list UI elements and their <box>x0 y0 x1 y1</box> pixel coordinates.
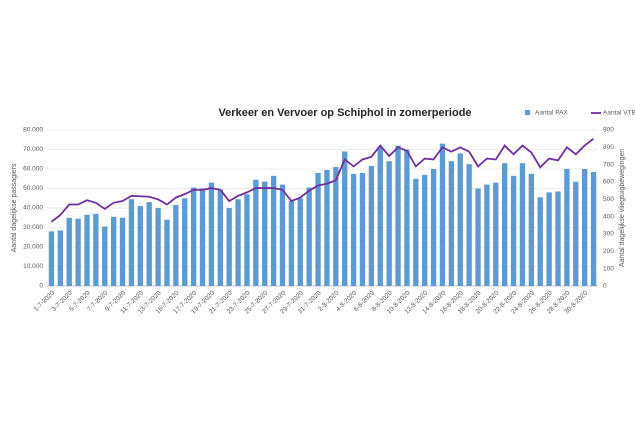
bar <box>173 205 179 286</box>
bar <box>439 143 446 286</box>
bar <box>306 187 312 286</box>
bar <box>413 178 419 286</box>
legend-label: Aantal VTB <box>603 110 635 117</box>
bar <box>359 172 366 286</box>
bar <box>502 163 508 286</box>
bar <box>395 145 401 286</box>
line <box>50 137 595 223</box>
y2-tick-label: 700 <box>603 161 614 168</box>
bar <box>137 206 143 286</box>
bar <box>422 174 428 286</box>
y2-tick-label: 500 <box>603 196 614 203</box>
bar <box>457 153 463 286</box>
y-tick-label: 30.000 <box>23 224 43 231</box>
bar <box>573 181 579 286</box>
bar <box>564 169 570 286</box>
bar <box>279 184 286 286</box>
legend-swatch <box>525 110 530 115</box>
y-tick-label: 50.000 <box>23 185 43 192</box>
bar <box>484 184 490 286</box>
bar <box>190 187 197 286</box>
bar <box>537 197 543 286</box>
y-tick-label: 0 <box>39 283 43 290</box>
y2-tick-label: 800 <box>603 144 614 151</box>
bar <box>288 201 295 286</box>
bar <box>582 169 588 286</box>
y-tick-label: 20.000 <box>23 244 43 251</box>
bar <box>555 191 561 286</box>
y2-tick-label: 300 <box>603 231 614 238</box>
y-axis-title: Aantal dagelijkse passagiers <box>11 163 18 252</box>
y-tick-label: 60.000 <box>23 166 43 173</box>
bar <box>297 198 303 286</box>
bar <box>164 219 170 286</box>
bar <box>546 192 552 286</box>
y-tick-label: 70.000 <box>23 146 43 153</box>
bar <box>404 149 410 286</box>
bar <box>590 171 597 286</box>
bar <box>102 226 108 286</box>
chart-title: Verkeer en Vervoer op Schiphol in zomerp… <box>218 107 471 119</box>
bar <box>333 167 339 286</box>
bar <box>377 146 383 286</box>
y2-tick-label: 200 <box>603 248 614 255</box>
bar <box>528 173 535 286</box>
bar <box>519 163 526 286</box>
y2-tick-label: 400 <box>603 213 614 220</box>
y-tick-label: 10.000 <box>23 263 43 270</box>
bar <box>368 166 375 286</box>
legend-label: Aantal PAX <box>535 110 568 117</box>
bar <box>128 199 135 286</box>
bar <box>208 182 215 286</box>
bar <box>448 161 455 286</box>
y2-tick-label: 600 <box>603 179 614 186</box>
bar <box>110 216 117 286</box>
bar <box>324 169 330 286</box>
y-tick-label: 80.000 <box>23 127 43 134</box>
y-tick-label: 40.000 <box>23 205 43 212</box>
bar <box>235 199 241 286</box>
bar <box>262 181 268 286</box>
y2-tick-label: 100 <box>603 265 614 272</box>
bar <box>155 208 161 286</box>
bar <box>75 218 81 286</box>
bar <box>475 188 481 286</box>
y2-axis-title: Aantal dagelijkse vliegtuigbewegingen <box>619 149 626 267</box>
bar <box>48 231 55 286</box>
bar <box>315 172 321 286</box>
bar <box>199 188 206 286</box>
bar <box>270 175 277 286</box>
bar <box>226 208 232 286</box>
bar <box>466 164 472 286</box>
bar <box>84 214 90 286</box>
bar <box>217 189 223 286</box>
bar <box>493 182 499 286</box>
bar <box>342 151 348 286</box>
bar <box>430 169 437 286</box>
bar <box>510 175 517 286</box>
bar <box>386 161 392 286</box>
bar <box>182 198 188 286</box>
y2-tick-label: 0 <box>603 283 607 290</box>
bar <box>66 217 72 286</box>
bar <box>57 230 63 286</box>
bar <box>146 202 152 286</box>
bar <box>93 213 99 286</box>
bar <box>119 217 126 286</box>
bar <box>350 173 357 286</box>
y2-tick-label: 900 <box>603 127 614 134</box>
bar <box>244 194 250 286</box>
bar <box>253 179 259 286</box>
